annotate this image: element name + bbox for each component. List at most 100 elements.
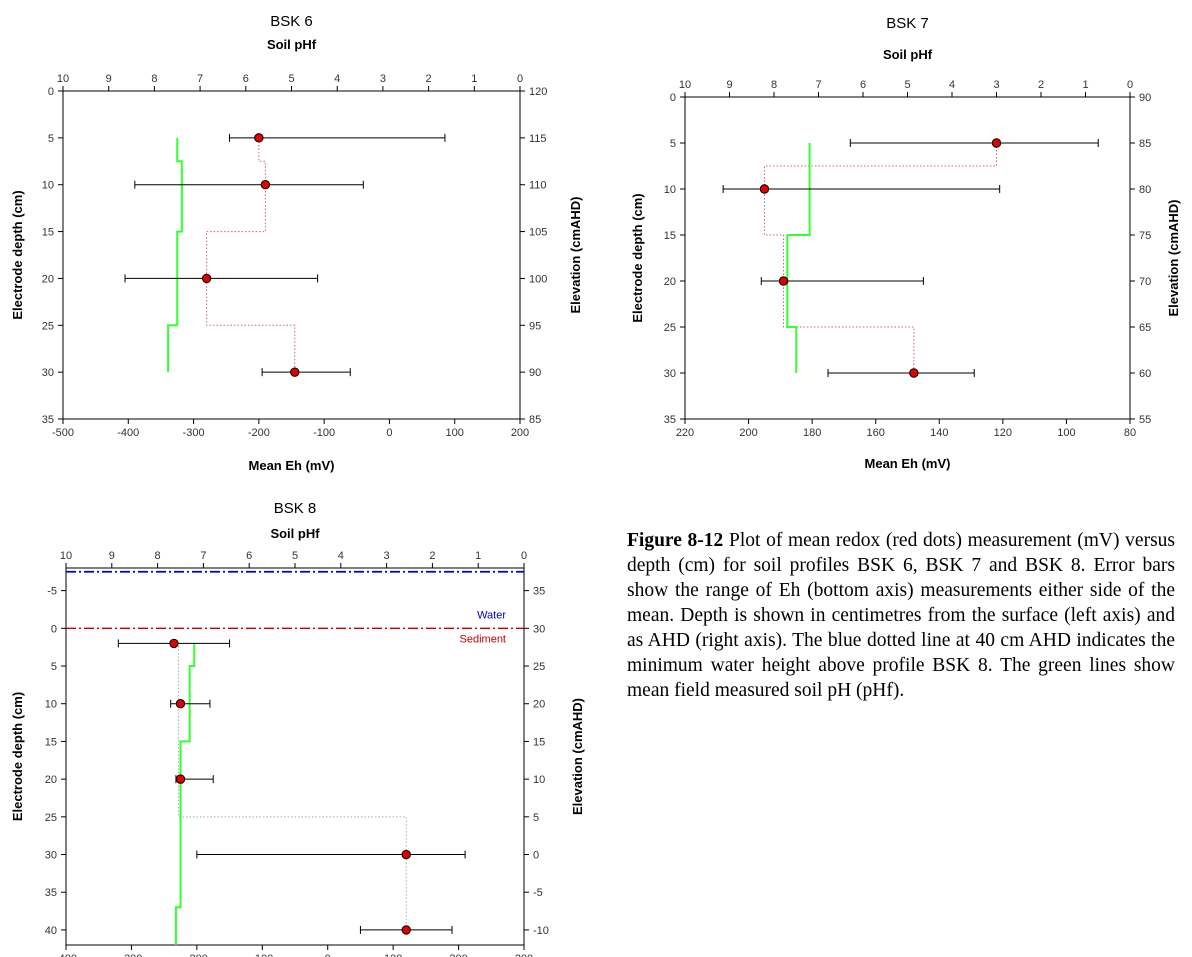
y-tick-label: 0 (48, 86, 54, 98)
y2-tick-label: 95 (529, 320, 541, 332)
y2-axis-title: Elevation (cmAHD) (1166, 199, 1181, 316)
chart-bsk7: BSK 7 Soil pHf Mean Eh (mV) Electrode depth… (630, 15, 1181, 471)
y2-tick-label: 85 (1139, 138, 1151, 150)
y2-tick-label: 30 (533, 623, 545, 635)
x-tick-label: 0 (325, 953, 331, 957)
x-axis-title: Mean Eh (mV) (249, 458, 335, 473)
top-tick-label: 4 (334, 73, 340, 85)
sediment-label: Sediment (460, 633, 506, 645)
top-axis-title: Soil pHf (883, 47, 933, 62)
eh-mean-point (290, 367, 300, 377)
y-tick-label: 30 (42, 367, 54, 379)
caption-text: Plot of mean redox (red dots) measuremen… (627, 530, 1175, 701)
top-tick-label: 4 (949, 79, 955, 91)
x-tick-label: 200 (449, 953, 467, 957)
top-tick-label: 0 (517, 73, 523, 85)
chart-title: BSK 7 (886, 15, 929, 32)
chart-title: BSK 8 (274, 500, 317, 517)
water-label: Water (477, 609, 506, 621)
y-tick-label: 0 (51, 623, 57, 635)
eh-mean-point (909, 368, 919, 378)
y-tick-label: 35 (45, 887, 57, 899)
y-tick-label: 15 (42, 227, 54, 239)
top-tick-label: 10 (679, 79, 691, 91)
y2-tick-label: 105 (529, 227, 547, 239)
y-tick-label: 20 (42, 273, 54, 285)
top-tick-label: 3 (380, 73, 386, 85)
eh-step-connector (206, 137, 296, 373)
plot-frame (684, 96, 1131, 420)
top-tick-label: 7 (200, 550, 206, 562)
top-tick-label: 4 (338, 550, 344, 562)
caption-label: Figure 8-12 (627, 530, 724, 551)
x-tick-label: 0 (386, 427, 392, 439)
y-tick-label: -5 (47, 586, 57, 598)
x-tick-label: 180 (803, 427, 821, 439)
x-tick-label: 300 (515, 953, 533, 957)
top-tick-label: 9 (726, 79, 732, 91)
y2-tick-label: 20 (533, 699, 545, 711)
y2-tick-label: 25 (533, 661, 545, 673)
top-tick-label: 6 (243, 73, 249, 85)
y-tick-label: 10 (42, 180, 54, 192)
y-tick-label: 30 (664, 368, 676, 380)
y-tick-label: 5 (670, 138, 676, 150)
y2-tick-label: 35 (533, 586, 545, 598)
x-tick-label: 200 (739, 427, 757, 439)
y2-tick-label: 110 (529, 180, 547, 192)
y2-tick-label: 120 (529, 86, 547, 98)
top-tick-label: 8 (151, 73, 157, 85)
top-tick-label: 1 (471, 73, 477, 85)
eh-mean-point (175, 774, 186, 784)
x-tick-label: 140 (930, 427, 948, 439)
top-tick-label: 5 (288, 73, 294, 85)
ph-line (167, 137, 183, 373)
top-tick-label: 1 (1082, 79, 1088, 91)
y2-tick-label: 15 (533, 736, 545, 748)
eh-mean-point (254, 133, 264, 143)
y-axis-title: Electrode depth (cm) (10, 692, 25, 821)
x-tick-label: 80 (1124, 427, 1136, 439)
y-tick-label: 0 (670, 92, 676, 104)
eh-mean-point (401, 925, 411, 935)
x-tick-label: -400 (55, 953, 77, 957)
top-tick-label: 2 (429, 550, 435, 562)
top-tick-label: 5 (292, 550, 298, 562)
y2-tick-label: 65 (1139, 322, 1151, 334)
top-axis-title: Soil pHf (270, 526, 320, 541)
top-tick-label: 6 (860, 79, 866, 91)
top-tick-label: 6 (246, 550, 252, 562)
top-tick-label: 7 (197, 73, 203, 85)
y2-axis-title: Elevation (cmAHD) (568, 196, 583, 313)
eh-mean-point (201, 273, 212, 284)
top-tick-label: 8 (155, 550, 161, 562)
x-tick-label: -400 (117, 427, 139, 439)
y2-tick-label: 70 (1139, 276, 1151, 288)
x-tick-label: -500 (52, 427, 74, 439)
y-tick-label: 15 (664, 230, 676, 242)
chart-title: BSK 6 (270, 13, 313, 30)
top-tick-label: 3 (384, 550, 390, 562)
y-tick-label: 35 (42, 414, 54, 426)
y-tick-label: 10 (45, 699, 57, 711)
x-tick-label: 100 (1057, 427, 1075, 439)
eh-mean-point (169, 638, 179, 649)
y-tick-label: 5 (48, 133, 54, 145)
top-tick-label: 0 (521, 550, 527, 562)
y-axis-title: Electrode depth (cm) (630, 193, 645, 322)
y-tick-label: 25 (45, 812, 57, 824)
y2-tick-label: -5 (533, 887, 543, 899)
y-tick-label: 25 (42, 320, 54, 332)
y2-axis-title: Elevation (cmAHD) (570, 698, 585, 815)
y2-tick-label: 5 (533, 812, 539, 824)
x-tick-label: 100 (384, 953, 402, 957)
eh-step-connector (763, 143, 997, 373)
y-tick-label: 25 (664, 322, 676, 334)
x-tick-label: 120 (994, 427, 1012, 439)
x-tick-label: 200 (511, 427, 529, 439)
eh-step-connector (173, 642, 407, 930)
x-tick-label: -300 (120, 953, 142, 957)
ph-line (174, 643, 196, 945)
plot-frame (65, 567, 525, 946)
